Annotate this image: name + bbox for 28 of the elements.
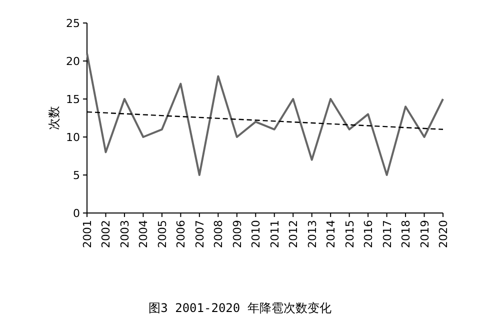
x-tick-label: 2001 bbox=[81, 220, 94, 248]
x-tick-label: 2005 bbox=[156, 220, 169, 248]
x-tick-label: 2004 bbox=[137, 220, 150, 248]
x-tick-label: 2013 bbox=[306, 220, 319, 248]
x-tick-label: 2018 bbox=[400, 220, 413, 248]
x-tick-label: 2017 bbox=[380, 220, 394, 248]
y-axis-title: 次数 bbox=[47, 106, 61, 130]
y-tick-label: 20 bbox=[66, 55, 80, 68]
x-tick-label: 2008 bbox=[212, 220, 226, 248]
x-tick-label: 2010 bbox=[250, 220, 263, 248]
x-tick-label: 2016 bbox=[362, 220, 376, 248]
x-tick-label: 2011 bbox=[268, 220, 282, 248]
y-tick-label: 5 bbox=[73, 169, 80, 182]
y-tick-label: 0 bbox=[73, 207, 80, 220]
y-tick-label: 25 bbox=[66, 17, 80, 30]
x-tick-label: 2009 bbox=[230, 220, 244, 248]
caption: 图3 2001-2020 年降雹次数变化 bbox=[148, 301, 332, 315]
x-tick-label: 2014 bbox=[324, 220, 338, 248]
x-tick-label: 2015 bbox=[343, 220, 356, 248]
x-tick-label: 2012 bbox=[287, 220, 300, 248]
y-tick-label: 15 bbox=[66, 93, 80, 106]
x-tick-label: 2019 bbox=[418, 220, 432, 248]
x-tick-label: 2020 bbox=[437, 220, 450, 248]
x-tick-label: 2002 bbox=[100, 220, 113, 248]
x-tick-label: 2007 bbox=[193, 220, 206, 248]
x-tick-label: 2006 bbox=[174, 220, 188, 248]
y-tick-label: 10 bbox=[66, 131, 80, 144]
x-tick-label: 2003 bbox=[118, 220, 132, 248]
